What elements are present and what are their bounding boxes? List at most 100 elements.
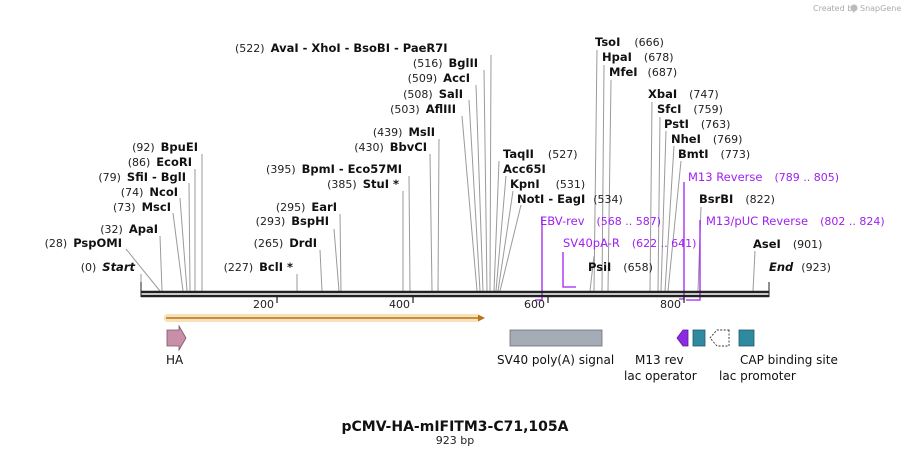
site-ase[interactable]: AseI (901) <box>753 237 822 251</box>
primer-m13rev[interactable]: M13 Reverse (789 .. 805) <box>688 170 839 184</box>
site-bmt[interactable]: BmtI (773) <box>678 147 750 161</box>
site-psp[interactable]: (28) PspOMI <box>45 236 122 250</box>
site-leader-line <box>461 115 478 292</box>
site-sfc[interactable]: SfcI (759) <box>657 102 723 116</box>
ruler-label-200: 200 <box>253 298 274 311</box>
site-not[interactable]: NotI - EagI (534) <box>517 192 623 206</box>
site-nhe[interactable]: NheI (769) <box>671 132 742 146</box>
site-name: BbvCI <box>390 140 427 154</box>
site-mfe[interactable]: MfeI (687) <box>609 65 677 79</box>
site-pos: (923) <box>801 261 831 274</box>
site-leader-line <box>589 255 595 292</box>
site-acc[interactable]: (509) AccI <box>408 71 470 85</box>
site-leader-line <box>660 130 667 292</box>
site-end[interactable]: End (923) <box>769 260 831 274</box>
site-leader-lines <box>125 49 756 292</box>
primer-name: SV40pA-R <box>563 236 620 250</box>
site-hpa[interactable]: HpaI (678) <box>602 50 674 64</box>
orf-arrow[interactable] <box>164 314 485 322</box>
primer-m13puc[interactable]: M13/pUC Reverse (802 .. 824) <box>706 214 885 228</box>
site-bcl[interactable]: (227) BclI * <box>224 260 293 274</box>
site-msl[interactable]: (439) MslI <box>373 125 435 139</box>
site-ava[interactable]: (522) AvaI - XhoI - BsoBI - PaeR7I <box>235 41 448 55</box>
site-name: MscI <box>142 200 171 214</box>
site-leader-line <box>483 69 488 292</box>
feature-label: lac operator <box>624 369 697 383</box>
site-pos: (395) <box>266 163 296 176</box>
site-name: MfeI <box>609 65 638 79</box>
primer-range: (802 .. 824) <box>820 215 885 228</box>
ruler-label-400: 400 <box>389 298 410 311</box>
site-bgl[interactable]: (516) BglII <box>413 56 478 70</box>
site-leader-line <box>497 190 514 292</box>
site-pos: (531) <box>556 178 586 191</box>
site-name: NotI <box>517 192 544 206</box>
site-pos: (439) <box>373 126 403 139</box>
site-tso[interactable]: TsoI (666) <box>595 35 664 49</box>
site-afl[interactable]: (503) AflIII <box>390 102 456 116</box>
site-kpn[interactable]: KpnI (531) <box>510 177 585 191</box>
site-pos: (32) <box>100 223 123 236</box>
feature-lac-operator[interactable]: lac operator <box>624 329 706 383</box>
site-pst[interactable]: PstI (763) <box>664 117 730 131</box>
map-title: pCMV-HA-mIFITM3-C71,105A <box>342 419 569 435</box>
primer-ebv[interactable]: EBV-rev (568 .. 587) <box>540 214 661 228</box>
site-name: BpmI <box>302 162 335 176</box>
feature-ha[interactable]: HA <box>166 324 187 367</box>
site-name: PspOMI <box>73 236 122 250</box>
feature-sv40[interactable]: SV40 poly(A) signal <box>497 329 614 367</box>
site-name-extra: - EagI <box>544 192 585 206</box>
site-sfi[interactable]: (79) SfiI - BglI <box>98 170 186 184</box>
site-xba[interactable]: XbaI (747) <box>648 87 719 101</box>
site-bpu[interactable]: (92) BpuEI <box>132 140 198 154</box>
site-pos: (773) <box>721 148 751 161</box>
site-bsr[interactable]: BsrBI (822) <box>699 192 775 206</box>
site-psi[interactable]: PsiI (658) <box>588 260 653 274</box>
site-name: SfiI <box>127 170 148 184</box>
site-leader-line <box>475 84 484 292</box>
site-pos: (769) <box>713 133 743 146</box>
site-name: TaqII <box>503 147 534 161</box>
feature-label: lac promoter <box>719 369 796 383</box>
feature-cap-binding-site[interactable]: CAP binding site <box>738 329 838 367</box>
site-leader-line <box>125 248 161 292</box>
site-sal[interactable]: (508) SalI <box>403 87 463 101</box>
site-name: AccI <box>443 71 470 85</box>
site-pos: (73) <box>113 201 136 214</box>
site-name: BsrBI <box>699 192 733 206</box>
feature-label: CAP binding site <box>740 353 838 367</box>
site-ear[interactable]: (295) EarI <box>276 200 337 214</box>
site-pos: (509) <box>408 72 438 85</box>
site-leader-line <box>499 204 522 292</box>
sequence-backbone <box>140 282 770 298</box>
feature-m13rev[interactable]: M13 rev <box>635 329 689 367</box>
site-apa[interactable]: (32) ApaI <box>100 222 158 236</box>
site-taq[interactable]: TaqII (527) <box>503 147 578 161</box>
site-bpm[interactable]: (395) BpmI - Eco57MI <box>266 162 402 176</box>
site-pos: (658) <box>623 261 653 274</box>
site-pos: (822) <box>745 193 775 206</box>
primer-sv40pa[interactable]: SV40pA-R (622 .. 641) <box>563 236 696 250</box>
site-stu[interactable]: (385) StuI * <box>327 177 399 191</box>
feature-lac-promoter[interactable]: lac promoter <box>709 329 796 383</box>
site-nco[interactable]: (74) NcoI <box>121 185 178 199</box>
site-pos: (763) <box>701 118 731 131</box>
site-name: HpaI <box>602 50 632 64</box>
site-bsph[interactable]: (293) BspHI <box>256 214 329 228</box>
credit-prefix: Created by <box>813 4 857 13</box>
site-bbv[interactable]: (430) BbvCI <box>354 140 427 154</box>
site-leader-line <box>752 250 756 292</box>
site-name: AvaI <box>271 41 299 55</box>
site-acc65[interactable]: Acc65I <box>503 162 546 176</box>
site-eco[interactable]: (86) EcoRI <box>128 155 192 169</box>
site-name: AflIII <box>426 102 456 116</box>
site-pos: (534) <box>593 193 623 206</box>
feature-label: SV40 poly(A) signal <box>497 353 614 367</box>
site-name: ApaI <box>129 222 158 236</box>
site-pos: (295) <box>276 201 306 214</box>
site-name-extra: - Eco57MI <box>335 162 402 176</box>
primer-range: (789 .. 805) <box>774 171 839 184</box>
site-start[interactable]: (0) Start <box>81 260 136 274</box>
site-drd[interactable]: (265) DrdI <box>254 236 317 250</box>
site-msc[interactable]: (73) MscI <box>113 200 171 214</box>
